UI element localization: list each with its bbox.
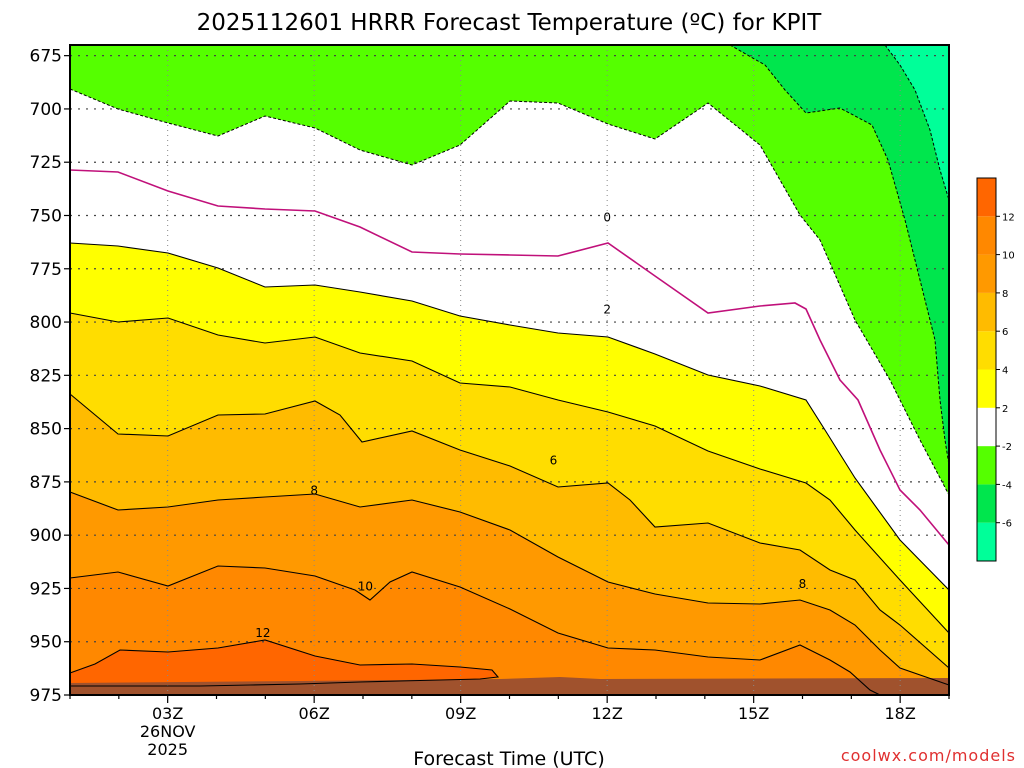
colorbar-swatch bbox=[977, 254, 996, 293]
colorbar-tick-label: -6 bbox=[1002, 519, 1012, 530]
colorbar-swatch bbox=[977, 216, 996, 255]
contour-line-4 bbox=[69, 312, 950, 634]
contour-label: 10 bbox=[358, 579, 373, 593]
colorbar-tick-label: 8 bbox=[1002, 289, 1008, 300]
temperature-contour-lines bbox=[69, 44, 950, 696]
colorbar-tick-label: -4 bbox=[1002, 480, 1012, 491]
colorbar-swatch bbox=[977, 331, 996, 370]
contour-line-6 bbox=[69, 393, 950, 669]
y-tick-label: 800 bbox=[30, 313, 62, 333]
contour-label: 0 bbox=[603, 211, 611, 225]
chart-title: 2025112601 HRRR Forecast Temperature (ºC… bbox=[197, 10, 823, 36]
contour-line-minus2 bbox=[69, 88, 950, 496]
x-tick-date-label: 2025 bbox=[147, 740, 188, 759]
contour-label: 6 bbox=[550, 454, 558, 468]
colorbar-swatch bbox=[977, 292, 996, 332]
y-tick-label: 850 bbox=[30, 420, 62, 440]
y-tick-label: 900 bbox=[30, 526, 62, 546]
terrain-band bbox=[70, 677, 949, 695]
y-tick-label: 775 bbox=[30, 260, 62, 280]
y-tick-label: 675 bbox=[30, 47, 62, 67]
y-tick-label: 950 bbox=[30, 633, 62, 653]
x-tick-label: 03Z bbox=[152, 704, 183, 723]
temperature-fill-bands bbox=[70, 45, 949, 695]
x-tick-label: 18Z bbox=[885, 704, 916, 723]
x-tick-label: 12Z bbox=[592, 704, 623, 723]
contour-label: 12 bbox=[255, 626, 270, 640]
contour-label: 8 bbox=[310, 483, 318, 497]
colorbar-tick-label: 4 bbox=[1002, 366, 1008, 377]
credit-link[interactable]: coolwx.com/models bbox=[841, 746, 1016, 765]
y-tick-label: 700 bbox=[30, 100, 62, 120]
contour-labels: 0 2 6 8 10 12 8 bbox=[255, 211, 807, 641]
colorbar-swatch bbox=[977, 484, 996, 523]
x-tick-label: 06Z bbox=[299, 704, 330, 723]
x-tick-label: 15Z bbox=[738, 704, 769, 723]
contour-label: 2 bbox=[603, 302, 611, 316]
y-axis: 675 700 725 750 775 800 825 850 875 900 925 950 975 bbox=[30, 47, 70, 706]
gridlines bbox=[70, 45, 949, 695]
colorbar-tick-label: -2 bbox=[1002, 442, 1012, 453]
y-tick-label: 750 bbox=[30, 206, 62, 226]
colorbar-tick-label: 2 bbox=[1002, 404, 1008, 415]
x-tick-date-label: 26NOV bbox=[140, 722, 196, 741]
x-axis-label: Forecast Time (UTC) bbox=[413, 748, 604, 768]
contour-line-minus6 bbox=[884, 44, 950, 201]
fill-band-minus6-to-minus8 bbox=[885, 45, 949, 200]
colorbar-tick-label: 6 bbox=[1002, 327, 1008, 338]
colorbar-swatch bbox=[977, 369, 996, 408]
y-tick-label: 975 bbox=[30, 686, 62, 706]
contour-line-12 bbox=[69, 639, 500, 687]
contour-line-8 bbox=[69, 491, 950, 686]
colorbar-swatch bbox=[977, 446, 996, 485]
colorbar-tick-label: 12 bbox=[1002, 212, 1015, 223]
contour-label: 8 bbox=[799, 577, 807, 591]
colorbar-swatch bbox=[977, 178, 996, 217]
contour-line-2 bbox=[69, 242, 950, 591]
colorbar: -6 -4 -2 2 4 6 8 10 12 bbox=[976, 177, 1015, 562]
contour-line-10 bbox=[69, 565, 881, 696]
contour-line-minus4 bbox=[729, 44, 950, 466]
colorbar-swatch bbox=[977, 407, 996, 447]
colorbar-swatch bbox=[977, 522, 996, 561]
y-tick-label: 925 bbox=[30, 579, 62, 599]
contour-line-0 bbox=[69, 169, 950, 546]
fill-band-minus4-to-minus6 bbox=[730, 45, 949, 465]
y-tick-label: 725 bbox=[30, 153, 62, 173]
y-tick-label: 825 bbox=[30, 366, 62, 386]
x-tick-label: 09Z bbox=[445, 704, 476, 723]
y-tick-label: 875 bbox=[30, 473, 62, 493]
colorbar-tick-label: 10 bbox=[1002, 251, 1015, 262]
terrain-brown-fill bbox=[70, 677, 949, 695]
